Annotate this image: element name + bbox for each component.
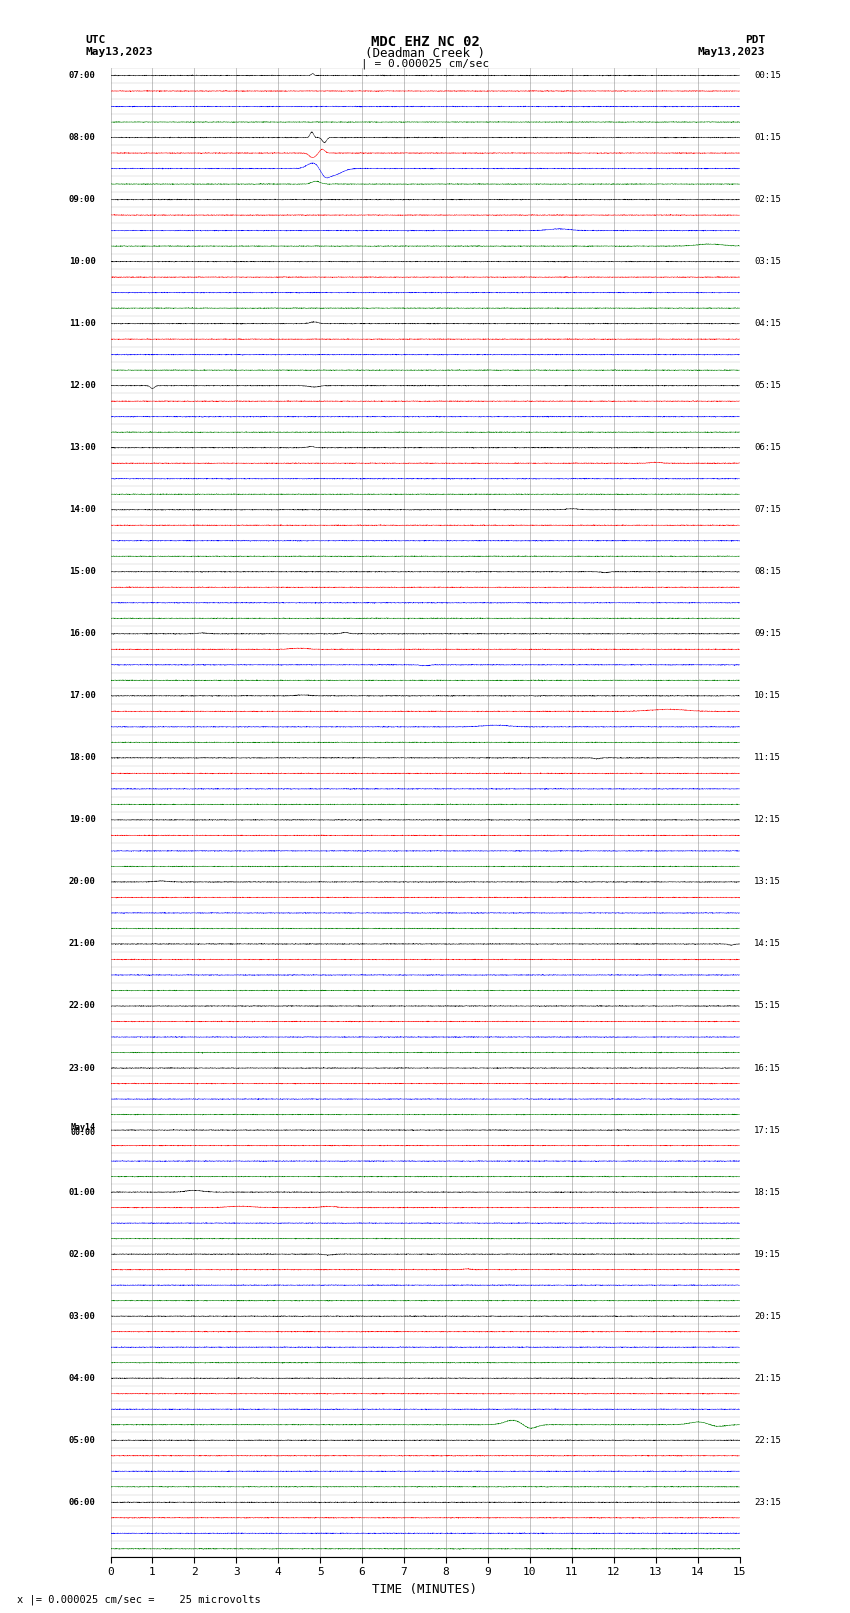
Text: 12:15: 12:15 (754, 816, 781, 824)
Text: 01:00: 01:00 (69, 1187, 96, 1197)
Text: 23:00: 23:00 (69, 1063, 96, 1073)
Text: 14:00: 14:00 (69, 505, 96, 515)
Text: 19:15: 19:15 (754, 1250, 781, 1258)
Text: 13:15: 13:15 (754, 877, 781, 887)
Text: 16:15: 16:15 (754, 1063, 781, 1073)
Text: 20:15: 20:15 (754, 1311, 781, 1321)
Text: x |= 0.000025 cm/sec =    25 microvolts: x |= 0.000025 cm/sec = 25 microvolts (17, 1594, 261, 1605)
Text: 07:00: 07:00 (69, 71, 96, 81)
Text: 18:15: 18:15 (754, 1187, 781, 1197)
Text: 11:00: 11:00 (69, 319, 96, 327)
Text: 16:00: 16:00 (69, 629, 96, 639)
Text: MDC EHZ NC 02: MDC EHZ NC 02 (371, 35, 479, 50)
Text: 10:15: 10:15 (754, 692, 781, 700)
Text: PDT: PDT (745, 35, 765, 45)
Text: 05:15: 05:15 (754, 381, 781, 390)
Text: 21:00: 21:00 (69, 939, 96, 948)
Text: 08:00: 08:00 (69, 132, 96, 142)
Text: 19:00: 19:00 (69, 816, 96, 824)
Text: 12:00: 12:00 (69, 381, 96, 390)
Text: 20:00: 20:00 (69, 877, 96, 887)
Text: 06:15: 06:15 (754, 444, 781, 452)
Text: 02:00: 02:00 (69, 1250, 96, 1258)
Text: 03:00: 03:00 (69, 1311, 96, 1321)
Text: 22:15: 22:15 (754, 1436, 781, 1445)
Text: 17:15: 17:15 (754, 1126, 781, 1134)
Text: 11:15: 11:15 (754, 753, 781, 763)
Text: 18:00: 18:00 (69, 753, 96, 763)
Text: 02:15: 02:15 (754, 195, 781, 205)
Text: | = 0.000025 cm/sec: | = 0.000025 cm/sec (361, 58, 489, 69)
Text: 21:15: 21:15 (754, 1374, 781, 1382)
Text: 04:00: 04:00 (69, 1374, 96, 1382)
Text: 17:00: 17:00 (69, 692, 96, 700)
Text: 23:15: 23:15 (754, 1498, 781, 1507)
Text: 05:00: 05:00 (69, 1436, 96, 1445)
Text: 01:15: 01:15 (754, 132, 781, 142)
X-axis label: TIME (MINUTES): TIME (MINUTES) (372, 1582, 478, 1595)
Text: 04:15: 04:15 (754, 319, 781, 327)
Text: 22:00: 22:00 (69, 1002, 96, 1010)
Text: 06:00: 06:00 (69, 1498, 96, 1507)
Text: 07:15: 07:15 (754, 505, 781, 515)
Text: 08:15: 08:15 (754, 568, 781, 576)
Text: 00:00: 00:00 (71, 1127, 96, 1137)
Text: May13,2023: May13,2023 (85, 47, 152, 56)
Text: UTC: UTC (85, 35, 105, 45)
Text: 10:00: 10:00 (69, 256, 96, 266)
Text: 09:00: 09:00 (69, 195, 96, 205)
Text: 15:00: 15:00 (69, 568, 96, 576)
Text: 15:15: 15:15 (754, 1002, 781, 1010)
Text: 03:15: 03:15 (754, 256, 781, 266)
Text: 13:00: 13:00 (69, 444, 96, 452)
Text: May14: May14 (71, 1123, 96, 1132)
Text: 14:15: 14:15 (754, 939, 781, 948)
Text: 09:15: 09:15 (754, 629, 781, 639)
Text: May13,2023: May13,2023 (698, 47, 765, 56)
Text: (Deadman Creek ): (Deadman Creek ) (365, 47, 485, 60)
Text: 00:15: 00:15 (754, 71, 781, 81)
